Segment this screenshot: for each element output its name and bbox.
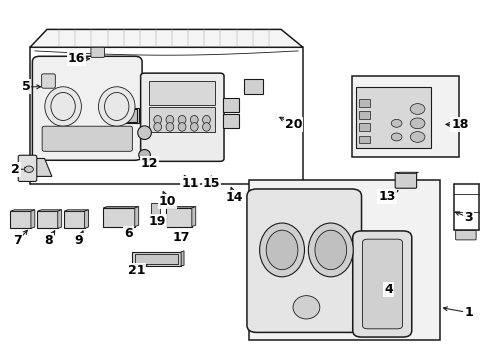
Polygon shape [181, 251, 183, 266]
Ellipse shape [308, 223, 352, 277]
Polygon shape [84, 210, 88, 228]
FancyBboxPatch shape [246, 189, 361, 332]
Text: 16: 16 [67, 52, 85, 65]
Ellipse shape [165, 123, 173, 131]
Bar [351, 76, 458, 157]
FancyBboxPatch shape [18, 155, 37, 181]
FancyBboxPatch shape [42, 126, 132, 151]
Text: 17: 17 [172, 231, 189, 244]
Text: 19: 19 [149, 215, 166, 228]
Ellipse shape [190, 123, 198, 131]
FancyBboxPatch shape [64, 211, 84, 228]
FancyBboxPatch shape [91, 47, 104, 57]
Ellipse shape [139, 149, 150, 160]
Text: 6: 6 [124, 227, 132, 240]
Ellipse shape [292, 296, 319, 319]
Ellipse shape [178, 116, 185, 124]
Text: 21: 21 [127, 264, 145, 277]
Polygon shape [31, 210, 35, 228]
FancyBboxPatch shape [151, 203, 159, 214]
FancyBboxPatch shape [244, 79, 263, 94]
Bar [358, 111, 369, 119]
Text: 18: 18 [450, 118, 468, 131]
Polygon shape [191, 207, 195, 226]
FancyBboxPatch shape [149, 81, 215, 105]
FancyBboxPatch shape [362, 239, 402, 329]
Ellipse shape [390, 120, 401, 127]
Text: 10: 10 [159, 195, 176, 208]
Ellipse shape [202, 116, 210, 124]
FancyBboxPatch shape [103, 208, 135, 226]
Text: 9: 9 [74, 234, 83, 247]
Text: 1: 1 [464, 306, 472, 319]
FancyBboxPatch shape [37, 211, 58, 228]
Ellipse shape [178, 123, 185, 131]
Polygon shape [58, 210, 61, 228]
FancyBboxPatch shape [135, 254, 178, 264]
Ellipse shape [314, 230, 346, 270]
Text: 4: 4 [383, 283, 392, 296]
Text: 8: 8 [44, 234, 53, 247]
FancyBboxPatch shape [166, 208, 191, 226]
FancyBboxPatch shape [222, 98, 239, 112]
Polygon shape [64, 210, 88, 211]
Ellipse shape [409, 118, 424, 129]
Ellipse shape [154, 123, 161, 131]
FancyBboxPatch shape [394, 172, 416, 188]
FancyBboxPatch shape [355, 87, 430, 148]
Ellipse shape [165, 116, 173, 124]
Text: 20: 20 [284, 118, 302, 131]
Ellipse shape [259, 223, 304, 277]
Ellipse shape [190, 116, 198, 124]
Polygon shape [103, 207, 139, 208]
Ellipse shape [202, 123, 210, 131]
Polygon shape [30, 30, 303, 47]
FancyBboxPatch shape [141, 73, 224, 161]
Text: 5: 5 [21, 80, 30, 93]
Text: 3: 3 [464, 211, 472, 224]
Text: 7: 7 [13, 234, 22, 247]
Ellipse shape [265, 230, 297, 270]
Bar [358, 123, 369, 131]
FancyBboxPatch shape [41, 74, 55, 88]
Ellipse shape [154, 116, 161, 124]
Ellipse shape [409, 104, 424, 114]
FancyBboxPatch shape [10, 211, 31, 228]
Text: 15: 15 [202, 177, 220, 190]
Bar [358, 135, 369, 143]
FancyBboxPatch shape [132, 252, 181, 266]
Text: 13: 13 [377, 190, 395, 203]
Polygon shape [166, 207, 195, 208]
Polygon shape [135, 207, 139, 226]
Polygon shape [37, 210, 61, 211]
Text: 2: 2 [11, 163, 20, 176]
FancyBboxPatch shape [455, 230, 475, 240]
FancyBboxPatch shape [222, 114, 239, 128]
FancyBboxPatch shape [32, 56, 142, 160]
Text: 11: 11 [181, 177, 198, 190]
FancyBboxPatch shape [149, 107, 215, 132]
Text: 14: 14 [225, 192, 243, 204]
Ellipse shape [138, 126, 151, 139]
Bar [358, 99, 369, 107]
FancyBboxPatch shape [120, 108, 139, 123]
Ellipse shape [45, 87, 81, 126]
Ellipse shape [390, 133, 401, 141]
Ellipse shape [24, 166, 33, 172]
Ellipse shape [409, 132, 424, 142]
Bar [249, 180, 439, 339]
Ellipse shape [98, 87, 135, 126]
Polygon shape [35, 158, 52, 176]
FancyBboxPatch shape [122, 109, 137, 122]
FancyBboxPatch shape [352, 231, 411, 337]
Polygon shape [10, 210, 35, 211]
Polygon shape [396, 172, 418, 174]
Text: 12: 12 [141, 157, 158, 170]
